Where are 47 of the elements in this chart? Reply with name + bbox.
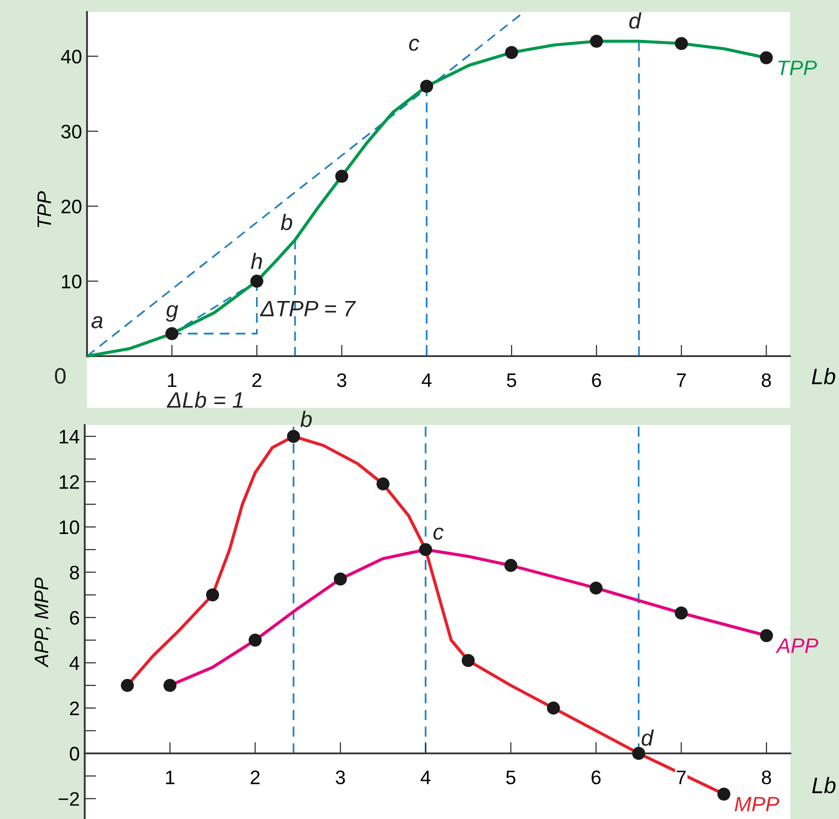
y-tick-label: 8	[70, 566, 80, 580]
x-tick-label: 7	[676, 770, 686, 784]
annotation: c	[433, 528, 444, 540]
annotation: h	[250, 252, 262, 269]
annotation: c	[409, 38, 420, 51]
x-axis-title: Lb	[812, 776, 836, 794]
y-tick-label: 6	[70, 610, 80, 625]
y-tick-label: 0	[70, 746, 80, 761]
annotation: b	[280, 214, 292, 230]
series-label: MPP	[734, 796, 780, 812]
annotation: ΔLb = 1	[166, 392, 243, 408]
annotation: ΔTPP = 7	[260, 300, 356, 316]
x-tick-label: 2	[250, 770, 260, 784]
x-tick-label: 6	[592, 770, 601, 784]
y-axis-title: APP, MPP	[34, 577, 51, 668]
x-tick-label: 4	[420, 770, 430, 784]
y-tick-label: 10	[60, 520, 80, 534]
y-tick-label: 14	[60, 430, 80, 444]
x-tick-label: 3	[336, 770, 345, 784]
x-tick-label: 5	[506, 374, 516, 388]
y-tick-label: 10	[62, 274, 82, 288]
x-axis-title: Lb	[812, 368, 836, 384]
x-tick-label: 2	[252, 373, 262, 387]
x-tick-label: 6	[592, 373, 602, 388]
y-tick-label: 4	[70, 656, 80, 670]
x-tick-label: 7	[676, 374, 686, 387]
x-tick-label: 1	[166, 770, 174, 784]
y-tick-label: 40	[60, 50, 82, 64]
annotation: b	[300, 410, 312, 428]
y-tick-label: 20	[61, 200, 82, 214]
annotation: g	[166, 305, 178, 322]
annotation: d	[629, 12, 642, 29]
x-tick-label: 5	[506, 770, 516, 784]
series-label: TPP	[778, 60, 817, 76]
series-label: APP	[776, 638, 818, 653]
y-tick-label: 2	[70, 702, 79, 716]
y-axis-title: TPP	[38, 191, 51, 228]
x-tick-label: 4	[422, 374, 432, 387]
annotation: a	[92, 316, 103, 328]
x-tick-label: 3	[337, 373, 346, 388]
x-tick-label: 8	[762, 373, 771, 388]
y-tick-label: 30	[61, 124, 82, 138]
x-tick-label: 1	[168, 374, 176, 387]
annotation: d	[642, 729, 654, 746]
y-tick-label: 12	[60, 475, 79, 489]
x-tick-label: 8	[762, 770, 772, 784]
y-tick-label: −2	[58, 792, 79, 806]
